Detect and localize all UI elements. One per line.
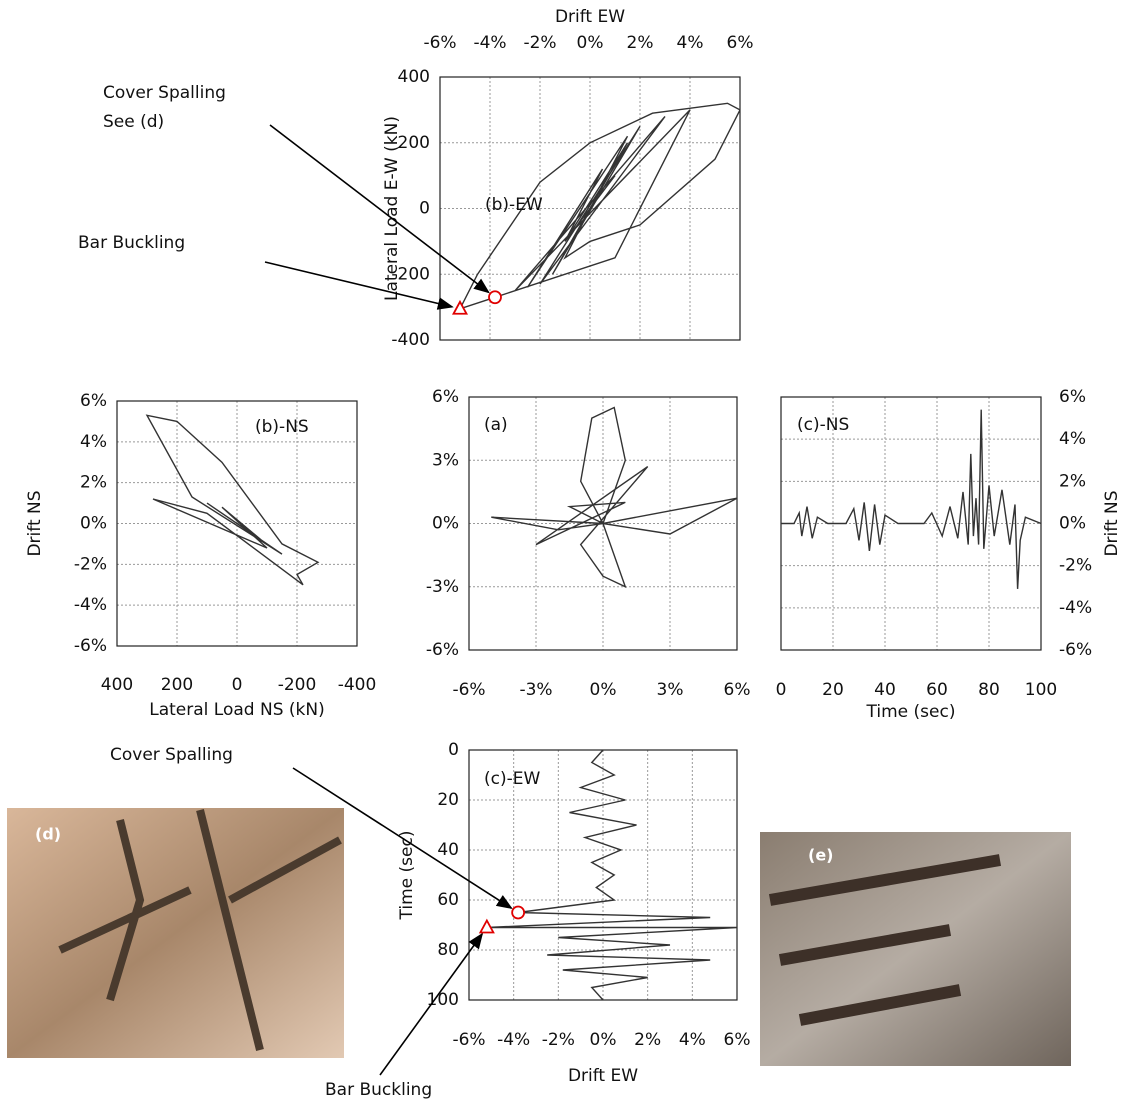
annotation-arrow (270, 125, 489, 292)
annotation-text: Cover Spalling (103, 83, 226, 103)
y-tick-label: 4% (80, 432, 107, 452)
annotation-text: Bar Buckling (325, 1080, 432, 1100)
annotation-text: Cover Spalling (110, 745, 233, 765)
x-tick-label: 40 (874, 680, 896, 700)
x-tick-label: -2% (542, 1030, 575, 1050)
y-axis-title: Time (sec) (397, 831, 417, 921)
panel-label: (c)-NS (797, 415, 849, 435)
y-tick-label: 400 (398, 67, 430, 87)
y-tick-label: 0% (1059, 514, 1086, 534)
y-tick-label: 0 (448, 740, 459, 760)
x-tick-label: 20 (822, 680, 844, 700)
event-marker (480, 921, 493, 933)
x-tick-label: 0% (577, 33, 604, 53)
y-tick-label: 40 (437, 840, 459, 860)
x-tick-label: 6% (724, 680, 751, 700)
data-line (147, 415, 318, 585)
y-tick-label: 2% (80, 473, 107, 493)
x-tick-label: 0 (776, 680, 787, 700)
x-tick-label: -400 (338, 675, 377, 695)
y-tick-label: 60 (437, 890, 459, 910)
event-marker (489, 291, 501, 303)
x-tick-label: 0 (232, 675, 243, 695)
y-tick-label: 6% (1059, 387, 1086, 407)
y-axis-title: Drift NS (1102, 490, 1122, 556)
panel-label: (a) (484, 415, 508, 435)
y-tick-label: 80 (437, 940, 459, 960)
y-tick-label: 0 (419, 199, 430, 219)
x-axis-title: Lateral Load NS (kN) (149, 700, 324, 720)
x-tick-label: 100 (1025, 680, 1057, 700)
x-tick-label: 80 (978, 680, 1000, 700)
annotation-text: See (d) (103, 112, 164, 132)
x-tick-label: 60 (926, 680, 948, 700)
y-axis-title: Drift NS (25, 490, 45, 556)
x-tick-label: 6% (727, 33, 754, 53)
annotation-text: Bar Buckling (78, 233, 185, 253)
y-tick-label: 0% (432, 514, 459, 534)
x-axis-title: Drift EW (568, 1066, 638, 1086)
y-tick-label: -400 (391, 330, 430, 350)
x-tick-label: -6% (452, 680, 485, 700)
annotation-arrow (380, 934, 482, 1075)
y-tick-label: 6% (432, 387, 459, 407)
panel-label: (b)-NS (255, 417, 309, 437)
x-tick-label: 0% (590, 680, 617, 700)
x-tick-label: -4% (497, 1030, 530, 1050)
panel-label: (c)-EW (484, 769, 540, 789)
y-tick-label: -2% (1059, 556, 1092, 576)
x-tick-label: -6% (452, 1030, 485, 1050)
x-tick-label: -4% (473, 33, 506, 53)
x-tick-label: 0% (590, 1030, 617, 1050)
y-tick-label: 100 (427, 990, 459, 1010)
y-tick-label: -6% (1059, 640, 1092, 660)
x-tick-label: 3% (657, 680, 684, 700)
x-tick-label: -3% (519, 680, 552, 700)
y-tick-label: 3% (432, 450, 459, 470)
x-tick-label: 6% (724, 1030, 751, 1050)
x-tick-label: 4% (677, 33, 704, 53)
y-tick-label: -3% (426, 577, 459, 597)
data-line (491, 408, 737, 587)
x-tick-label: 2% (634, 1030, 661, 1050)
y-tick-label: -6% (426, 640, 459, 660)
y-tick-label: -4% (1059, 598, 1092, 618)
y-tick-label: -2% (74, 554, 107, 574)
x-tick-label: 2% (627, 33, 654, 53)
photo-e (760, 832, 1071, 1066)
x-axis-title: Drift EW (555, 7, 625, 27)
y-tick-label: 200 (398, 133, 430, 153)
y-tick-label: 20 (437, 790, 459, 810)
photo-d (7, 808, 344, 1058)
event-marker (512, 907, 524, 919)
y-tick-label: 6% (80, 391, 107, 411)
panel-label: (b)-EW (485, 195, 543, 215)
x-tick-label: -6% (423, 33, 456, 53)
x-tick-label: -2% (523, 33, 556, 53)
y-tick-label: 2% (1059, 471, 1086, 491)
x-axis-title: Time (sec) (866, 702, 956, 722)
x-tick-label: -200 (278, 675, 317, 695)
photo-label: (d) (35, 825, 61, 844)
x-tick-label: 200 (161, 675, 193, 695)
data-line (781, 410, 1041, 589)
x-tick-label: 400 (101, 675, 133, 695)
y-tick-label: 0% (80, 514, 107, 534)
y-tick-label: -4% (74, 595, 107, 615)
photo-label: (e) (808, 846, 833, 865)
y-tick-label: 4% (1059, 429, 1086, 449)
y-axis-title: Lateral Load E-W (kN) (382, 116, 402, 301)
x-tick-label: 4% (679, 1030, 706, 1050)
figure: (d) (e) -6%-4%-2%0%2%4%6%-400-2000200400… (0, 0, 1124, 1103)
y-tick-label: -6% (74, 636, 107, 656)
